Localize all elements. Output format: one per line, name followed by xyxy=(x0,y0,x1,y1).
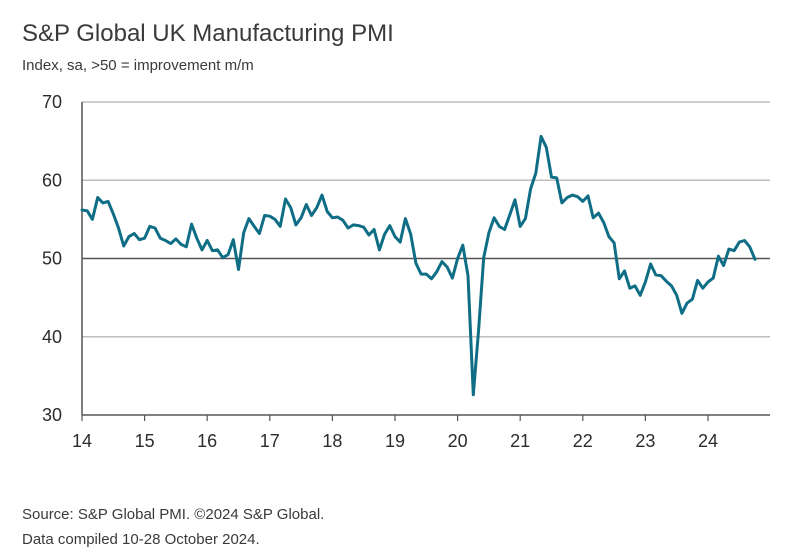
x-tick-label: 17 xyxy=(260,431,280,451)
x-tick-label: 16 xyxy=(197,431,217,451)
x-tick-label: 23 xyxy=(635,431,655,451)
x-tick-label: 15 xyxy=(135,431,155,451)
x-tick-label: 22 xyxy=(573,431,593,451)
y-tick-label: 30 xyxy=(42,405,62,425)
y-tick-label: 70 xyxy=(42,92,62,112)
pmi-line-chart: 30 40 50 60 70 14 15 16 17 18 19 20 21 22 23 24 xyxy=(42,92,770,451)
data-compiled-note: Data compiled 10-28 October 2024. xyxy=(22,531,260,548)
y-tick-label: 50 xyxy=(42,249,62,269)
x-tick-label: 20 xyxy=(448,431,468,451)
y-tick-label: 40 xyxy=(42,327,62,347)
pmi-series-line xyxy=(80,134,757,397)
chart-subtitle: Index, sa, >50 = improvement m/m xyxy=(22,57,254,74)
x-tick-label: 18 xyxy=(322,431,342,451)
x-tick-label: 24 xyxy=(698,431,718,451)
source-note: Source: S&P Global PMI. ©2024 S&P Global… xyxy=(22,506,325,523)
x-tick-label: 19 xyxy=(385,431,405,451)
y-tick-label: 60 xyxy=(42,170,62,190)
x-tick-label: 14 xyxy=(72,431,92,451)
x-tick-label: 21 xyxy=(510,431,530,451)
chart-title: S&P Global UK Manufacturing PMI xyxy=(22,20,394,47)
